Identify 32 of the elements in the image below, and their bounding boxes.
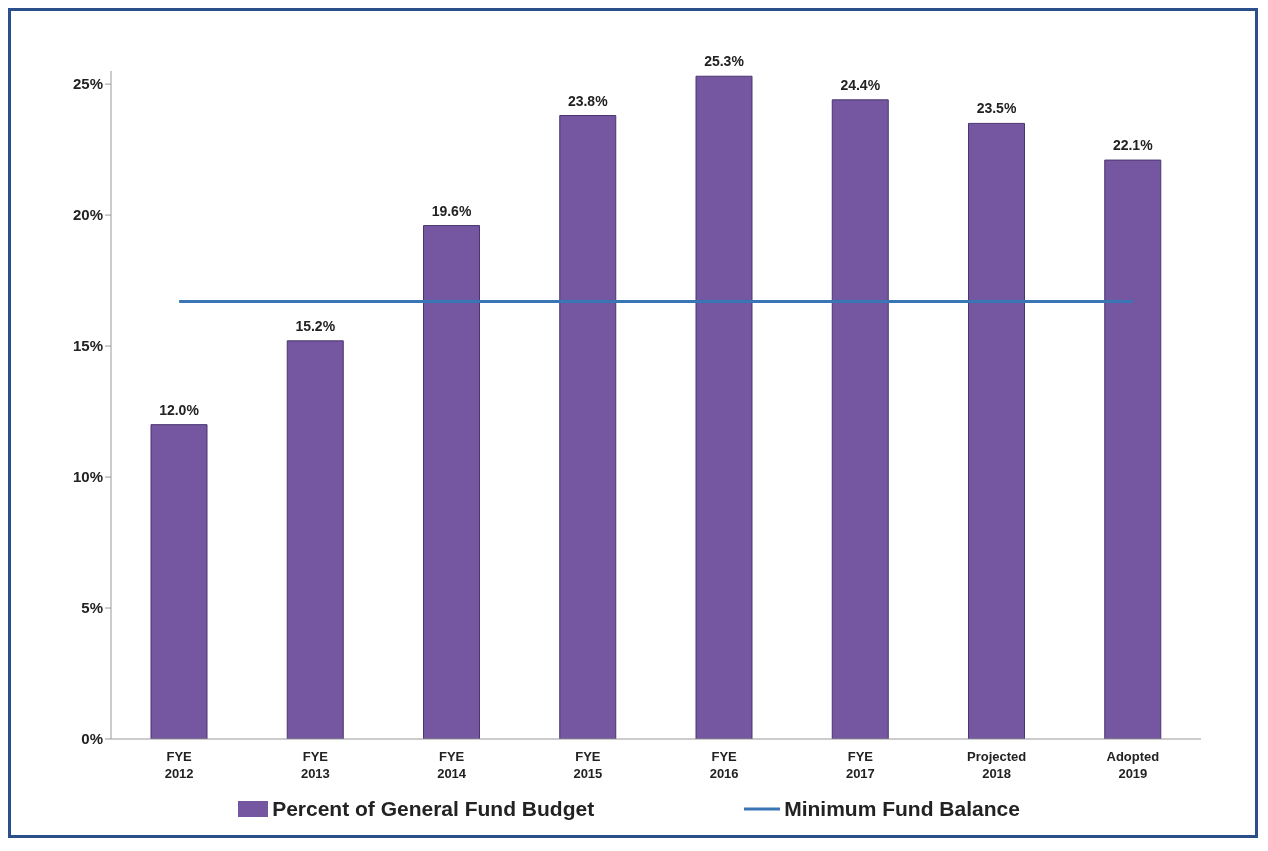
x-tick-label: FYE 2012 <box>164 749 194 781</box>
x-tick-label: FYE 2013 <box>300 749 330 781</box>
data-label: 24.4% <box>840 76 881 93</box>
y-tick-label: 10% <box>72 468 103 486</box>
bar <box>831 99 889 739</box>
y-tick-label: 0% <box>81 730 103 748</box>
data-label: 15.2% <box>295 317 336 334</box>
data-label: 19.6% <box>431 202 472 219</box>
bar <box>423 225 480 739</box>
x-tick-label: FYE 2015 <box>573 749 603 781</box>
legend-label: Minimum Fund Balance <box>783 797 1020 821</box>
x-tick-label: FYE 2017 <box>845 749 875 781</box>
data-label: 22.1% <box>1112 137 1154 154</box>
data-label: 23.8% <box>567 92 609 109</box>
x-tick-label: FYE 2014 <box>437 749 467 781</box>
y-tick-label: 5% <box>81 599 103 617</box>
y-tick-label: 15% <box>72 337 103 355</box>
y-tick-label: 25% <box>72 75 103 93</box>
x-tick-label: Projected 2018 <box>967 749 1027 781</box>
bar <box>559 115 617 739</box>
bar <box>150 424 208 739</box>
x-tick-label: Adopted 2019 <box>1106 749 1160 781</box>
y-tick-label: 20% <box>72 206 103 224</box>
data-label: 23.5% <box>976 100 1017 117</box>
bar <box>1104 159 1162 739</box>
bar <box>286 340 344 739</box>
x-tick-label: FYE 2016 <box>709 749 739 781</box>
legend-label: Percent of General Fund Budget <box>271 797 595 821</box>
data-label: 25.3% <box>704 53 745 70</box>
data-label: 12.0% <box>159 401 200 418</box>
bar <box>968 122 1025 739</box>
bar <box>695 75 753 739</box>
